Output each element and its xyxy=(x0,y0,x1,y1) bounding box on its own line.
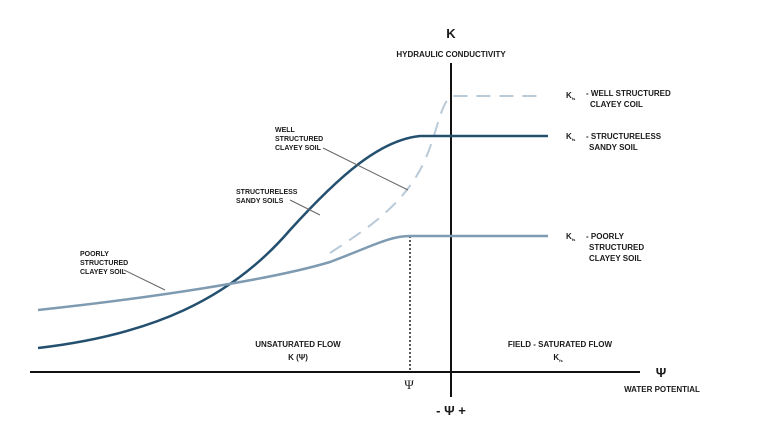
leader-sandy xyxy=(289,199,321,216)
svg-text:Kfs: Kfs xyxy=(566,132,576,142)
label-well-structured: WELL STRUCTURED CLAYEY SOIL xyxy=(275,127,323,152)
svg-text:STRUCTURED: STRUCTURED xyxy=(275,136,323,143)
sandy-soil-curve xyxy=(37,134,548,350)
svg-text:STRUCTURELESS: STRUCTURELESS xyxy=(236,189,298,196)
label-poorly-structured: POORLY STRUCTURED CLAYEY SOIL xyxy=(80,251,128,276)
sign-label: - Ψ + xyxy=(436,403,466,418)
svg-text:- STRUCTURELESS: - STRUCTURELESS xyxy=(586,132,662,141)
svg-text:- WELL STRUCTURED: - WELL STRUCTURED xyxy=(586,89,671,98)
svg-text:STRUCTURED: STRUCTURED xyxy=(80,260,128,267)
svg-text:CLAYEY COIL: CLAYEY COIL xyxy=(590,100,643,109)
svg-text:SANDY SOIL: SANDY SOIL xyxy=(589,143,638,152)
well-structured-curve xyxy=(329,95,545,254)
svg-text:- POORLY: - POORLY xyxy=(586,232,625,241)
svg-text:STRUCTURED: STRUCTURED xyxy=(589,243,644,252)
unsaturated-sub: K (Ψ) xyxy=(288,353,308,362)
legend-structureless-sandy: Kfs - STRUCTURELESS SANDY SOIL xyxy=(566,132,662,152)
leader-poorly xyxy=(123,269,166,291)
leader-well xyxy=(322,147,409,191)
saturated-title: FIELD - SATURATED FLOW xyxy=(508,340,613,349)
x-axis-symbol: Ψ xyxy=(656,365,667,380)
y-axis-label: HYDRAULIC CONDUCTIVITY xyxy=(396,50,506,59)
poorly-structured-curve xyxy=(37,234,548,312)
svg-text:Kfs: Kfs xyxy=(566,232,576,242)
legend-poorly-structured: Kfs - POORLY STRUCTURED CLAYEY SOIL xyxy=(566,232,644,263)
svg-text:POORLY: POORLY xyxy=(80,251,109,258)
svg-text:CLAYEY SOIL: CLAYEY SOIL xyxy=(80,269,127,276)
svg-text:SANDY SOILS: SANDY SOILS xyxy=(236,198,284,205)
legend-well-structured: Kfs - WELL STRUCTURED CLAYEY COIL xyxy=(566,89,671,109)
svg-text:CLAYEY SOIL: CLAYEY SOIL xyxy=(275,145,322,152)
unsaturated-title: UNSATURATED FLOW xyxy=(255,340,341,349)
saturated-sub: Kfs xyxy=(553,353,563,363)
label-structureless-sandy: STRUCTURELESS SANDY SOILS xyxy=(236,189,298,205)
svg-text:CLAYEY SOIL: CLAYEY SOIL xyxy=(589,254,642,263)
psi-marker-label: Ψ xyxy=(404,377,414,392)
y-axis-symbol: K xyxy=(446,26,456,41)
x-axis-label: WATER POTENTIAL xyxy=(624,385,700,394)
svg-text:Kfs: Kfs xyxy=(566,91,576,101)
svg-text:WELL: WELL xyxy=(275,127,296,134)
